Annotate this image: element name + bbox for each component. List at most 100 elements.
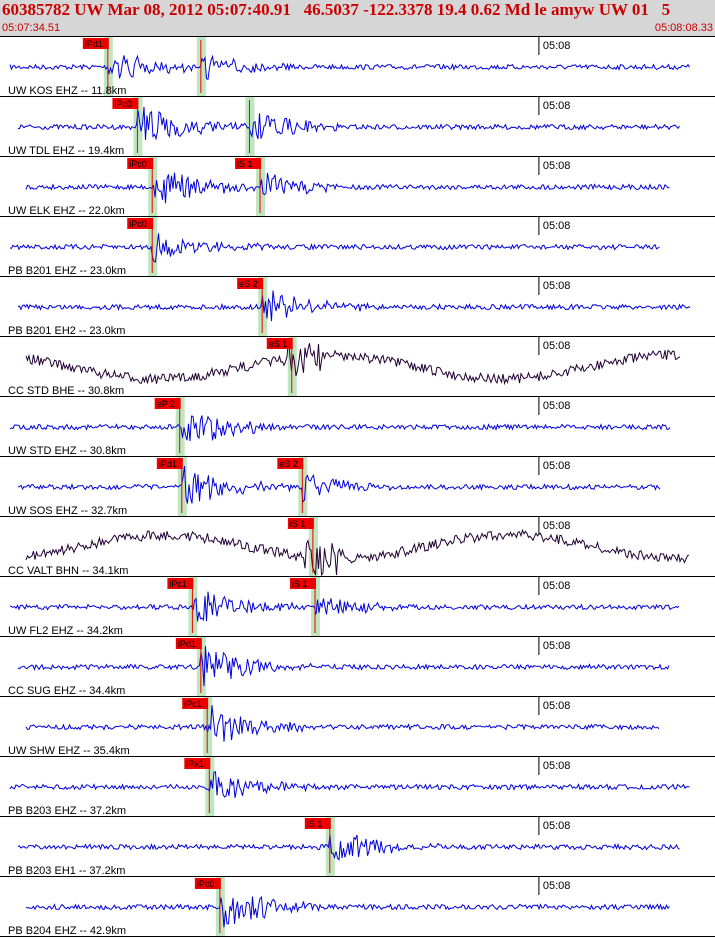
- trace-panel[interactable]: iPd1 eS 2 05:08 UW SOS EHZ -- 32.7km: [0, 457, 715, 517]
- station-label: UW SHW EHZ -- 35.4km: [8, 745, 130, 757]
- pick-box: [304, 818, 331, 829]
- pick-box: [127, 158, 154, 169]
- waveform-trace: [17, 465, 661, 504]
- time-tick-label: 05:08: [543, 40, 571, 52]
- pick-label: iS 1: [292, 579, 308, 589]
- trace-panel[interactable]: iPc0 05:08 PB B201 EHZ -- 23.0km: [0, 217, 715, 277]
- station-label: PB B201 EHZ -- 23.0km: [8, 265, 126, 277]
- waveform-trace: [25, 172, 670, 204]
- station-label: UW SOS EHZ -- 32.7km: [8, 505, 127, 517]
- trace-panel[interactable]: eP 2 05:08 UW STD EHZ -- 30.8km: [0, 397, 715, 457]
- event-header: 60385782 UW Mar 08, 2012 05:07:40.91 46.…: [0, 0, 715, 37]
- time-tick-label: 05:08: [543, 820, 571, 832]
- trace-panel[interactable]: iPc1 05:08 UW SHW EHZ -- 35.4km: [0, 697, 715, 757]
- station-label: UW STD EHZ -- 30.8km: [8, 445, 126, 457]
- pick-box: [154, 398, 181, 409]
- seismogram-panel[interactable]: iPd1 05:08 UW KOS EHZ -- 11.8km iPc0 05:08 UW…: [0, 37, 715, 938]
- pick-box: [175, 638, 202, 649]
- station-label: CC STD BHE -- 30.8km: [8, 385, 124, 397]
- trace-panel[interactable]: iPc1 iS 1 05:08 UW FL2 EHZ -- 34.2km: [0, 577, 715, 637]
- pick-box: [167, 578, 194, 589]
- time-tick-label: 05:08: [543, 640, 571, 652]
- waveform-trace: [25, 705, 660, 742]
- pick-label: eP 2: [157, 399, 175, 409]
- pick-label: eS 2: [239, 279, 258, 289]
- station-label: PB B203 EHZ -- 37.2km: [8, 805, 126, 817]
- window-end-time: 05:08:08.33: [654, 22, 713, 34]
- trace-panel[interactable]: iPd1 05:08 CC SUG EHZ -- 34.4km: [0, 637, 715, 697]
- waveform-trace: [9, 233, 660, 263]
- time-tick-label: 05:08: [543, 760, 571, 772]
- station-label: CC VALT BHN -- 34.1km: [8, 565, 128, 577]
- pick-label: iPc1: [184, 699, 202, 709]
- time-tick-label: 05:08: [543, 700, 571, 712]
- pick-box: [277, 458, 304, 469]
- trace-panel[interactable]: iPc0 05:08 PB B204 EHZ -- 42.9km: [0, 877, 715, 937]
- time-tick-label: 05:08: [543, 520, 571, 532]
- trace-panel[interactable]: iPc0 05:08 UW TDL EHZ -- 19.4km: [0, 97, 715, 157]
- trace-panel[interactable]: iPx1 05:08 PB B203 EHZ -- 37.2km: [0, 757, 715, 817]
- waveform-trace: [25, 338, 681, 386]
- pick-label: iS 1: [237, 159, 253, 169]
- time-tick-label: 05:08: [543, 100, 571, 112]
- station-label: UW FL2 EHZ -- 34.2km: [8, 625, 123, 637]
- pick-box: [266, 338, 293, 349]
- trace-panel[interactable]: iS 1 05:08 CC VALT BHN -- 34.1km: [0, 517, 715, 577]
- waveform-trace: [17, 834, 680, 861]
- waveform-trace: [17, 106, 680, 141]
- pick-label: iPx1: [186, 759, 204, 769]
- waveform-trace: [25, 895, 670, 928]
- waveform-trace: [9, 771, 690, 798]
- trace-panel[interactable]: iS 1 05:08 PB B203 EH1 -- 37.2km: [0, 817, 715, 877]
- time-tick-label: 05:08: [543, 280, 571, 292]
- waveform-trace: [17, 290, 691, 322]
- pick-box: [237, 278, 264, 289]
- pick-label: iPd1: [178, 639, 196, 649]
- pick-label: iS 1: [307, 819, 323, 829]
- station-label: UW KOS EHZ -- 11.8km: [8, 85, 126, 97]
- trace-panel[interactable]: iPd1 05:08 UW KOS EHZ -- 11.8km: [0, 37, 715, 97]
- window-start-time: 05:07:34.51: [2, 22, 61, 34]
- pick-box: [156, 458, 183, 469]
- pick-label: iPd1: [85, 39, 103, 49]
- event-title: 60385782 UW Mar 08, 2012 05:07:40.91 46.…: [2, 0, 671, 19]
- time-tick-label: 05:08: [543, 340, 571, 352]
- pick-box: [287, 518, 314, 529]
- station-label: CC SUG EHZ -- 34.4km: [8, 685, 125, 697]
- trace-panel[interactable]: eS 1 05:08 CC STD BHE -- 30.8km: [0, 337, 715, 397]
- pick-label: iPd1: [159, 459, 177, 469]
- waveform-trace: [25, 528, 690, 577]
- pick-box: [194, 878, 221, 889]
- waveform-trace: [9, 591, 680, 622]
- pick-box: [82, 38, 109, 49]
- station-label: UW TDL EHZ -- 19.4km: [8, 145, 124, 157]
- pick-label: iPc0: [197, 879, 215, 889]
- pick-box: [112, 98, 139, 109]
- trace-panel[interactable]: iPc0 iS 1 05:08 UW ELK EHZ -- 22.0km: [0, 157, 715, 217]
- time-tick-label: 05:08: [543, 220, 571, 232]
- pick-box: [184, 758, 211, 769]
- time-tick-label: 05:08: [543, 160, 571, 172]
- pick-box: [235, 158, 262, 169]
- pick-label: iS 1: [290, 519, 306, 529]
- station-label: PB B201 EH2 -- 23.0km: [8, 325, 125, 337]
- waveform-trace: [9, 415, 671, 442]
- station-label: PB B204 EHZ -- 42.9km: [8, 925, 126, 937]
- pick-label: iPc0: [129, 219, 147, 229]
- pick-box: [290, 578, 317, 589]
- trace-panel[interactable]: eS 2 05:08 PB B201 EH2 -- 23.0km: [0, 277, 715, 337]
- pick-box: [182, 698, 209, 709]
- pick-label: eS 2: [279, 459, 298, 469]
- station-label: PB B203 EH1 -- 37.2km: [8, 865, 125, 877]
- station-label: UW ELK EHZ -- 22.0km: [8, 205, 125, 217]
- time-tick-label: 05:08: [543, 580, 571, 592]
- pick-label: iPc0: [114, 99, 132, 109]
- time-tick-label: 05:08: [543, 460, 571, 472]
- pick-box: [127, 218, 154, 229]
- pick-label: eS 1: [269, 339, 288, 349]
- pick-label: iPc0: [129, 159, 147, 169]
- time-tick-label: 05:08: [543, 400, 571, 412]
- pick-label: iPc1: [169, 579, 187, 589]
- time-tick-label: 05:08: [543, 880, 571, 892]
- waveform-trace: [9, 54, 690, 81]
